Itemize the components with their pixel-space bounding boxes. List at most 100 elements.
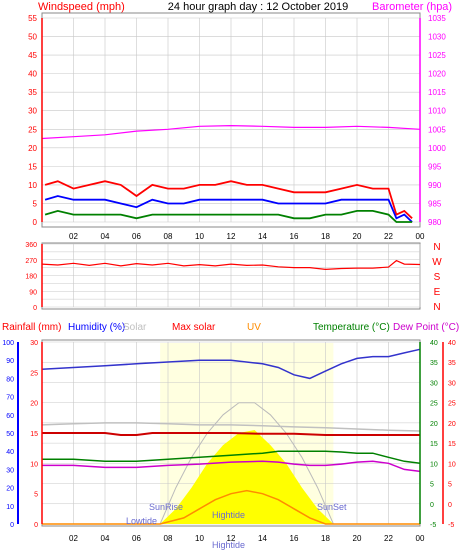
series-line-direction-0 — [41, 259, 421, 271]
y-tick-label-temp: 15 — [430, 441, 438, 448]
annotation-sunrise: SunRise — [149, 502, 183, 512]
y-tick-label-temp: 25 — [430, 401, 438, 408]
series-line-wind-0 — [44, 180, 413, 219]
compass-label: N — [433, 242, 440, 253]
y-tick-label-baro: 990 — [428, 181, 442, 190]
x-tick-label: 00 — [416, 534, 425, 543]
y-tick-label-baro: 1035 — [428, 14, 446, 23]
y-tick-label-baro: 985 — [428, 199, 442, 208]
series-line-climate-1 — [41, 422, 421, 432]
y-tick-label-temp: 30 — [430, 380, 438, 387]
y-tick-label-wind: 40 — [28, 70, 37, 79]
y-tick-label-wind: 0 — [33, 218, 38, 227]
y-tick-label-temp: 10 — [430, 461, 438, 468]
y-tick-label-humidity: 100 — [2, 340, 14, 347]
y-tick-label-baro: 1005 — [428, 125, 446, 134]
y-tick-label-temp: 5 — [430, 482, 434, 489]
label-humidity: Humidity (%) — [68, 322, 125, 333]
y-tick-label-wind: 50 — [28, 33, 37, 42]
compass-label: E — [434, 287, 441, 298]
y-tick-label-temp: 40 — [430, 340, 438, 347]
y-tick-label-dew: 25 — [448, 401, 456, 408]
x-tick-label: 10 — [195, 534, 204, 543]
x-tick-label: 06 — [132, 232, 141, 241]
annotation-hightide-1: Hightide — [212, 510, 245, 520]
series-line-wind-3 — [41, 124, 421, 140]
y-tick-label-temp: 35 — [430, 360, 438, 367]
x-tick-label: 02 — [69, 232, 78, 241]
x-tick-label: 08 — [164, 534, 173, 543]
x-tick-label: 08 — [164, 232, 173, 241]
y-tick-label-dew: 40 — [448, 340, 456, 347]
y-tick-label-humidity: 60 — [6, 413, 14, 420]
y-tick-label-rain: 30 — [30, 340, 38, 347]
y-tick-label-baro: 1020 — [428, 70, 446, 79]
x-tick-label: 10 — [195, 232, 204, 241]
y-tick-label-rain: 0 — [34, 522, 38, 529]
label-maxsolar: Max solar — [172, 322, 216, 333]
x-tick-label: 14 — [258, 232, 267, 241]
y-tick-label-wind: 25 — [28, 125, 37, 134]
y-tick-label-humidity: 20 — [6, 486, 14, 493]
x-tick-label: 16 — [290, 534, 299, 543]
y-tick-label-dew: 10 — [448, 461, 456, 468]
y-tick-label-dew: 35 — [448, 360, 456, 367]
x-tick-label: 04 — [101, 232, 110, 241]
y-tick-label-dir: 270 — [25, 258, 37, 265]
label-temperature: Temperature (°C) — [313, 322, 390, 333]
y-tick-label-dew: 20 — [448, 421, 456, 428]
series-line-climate-2 — [42, 432, 420, 436]
series-line-wind-1 — [44, 195, 413, 223]
x-tick-label: 14 — [258, 534, 267, 543]
y-tick-label-wind: 35 — [28, 88, 37, 97]
annotation-sunset: SunSet — [317, 502, 347, 512]
x-tick-label: 12 — [227, 534, 236, 543]
y-tick-label-dir: 360 — [25, 242, 37, 249]
x-tick-label: 06 — [132, 534, 141, 543]
y-tick-label-wind: 20 — [28, 144, 37, 153]
maxsolar-arc — [159, 402, 334, 525]
solar-area — [160, 430, 334, 524]
y-tick-label-wind: 10 — [28, 181, 37, 190]
annotation-lowtide: Lowtide — [126, 516, 157, 526]
header-center-label: 24 hour graph day : 12 October 2019 — [168, 1, 348, 13]
y-tick-label-humidity: 80 — [6, 376, 14, 383]
y-tick-label-dew: 30 — [448, 380, 456, 387]
header-left-label: Windspeed (mph) — [38, 1, 125, 13]
y-tick-label-wind: 5 — [33, 199, 38, 208]
y-tick-label-dew: 0 — [448, 502, 452, 509]
series-line-climate-5 — [42, 489, 420, 525]
header-right-label: Barometer (hpa) — [372, 1, 452, 13]
series-line-climate-3 — [42, 450, 421, 465]
series-line-climate-0 — [41, 348, 421, 380]
x-tick-label: 04 — [101, 534, 110, 543]
y-tick-label-dew: -5 — [448, 522, 454, 529]
y-tick-label-dew: 5 — [448, 482, 452, 489]
y-tick-label-humidity: 10 — [6, 504, 14, 511]
y-tick-label-humidity: 0 — [10, 522, 14, 529]
y-tick-label-wind: 55 — [28, 14, 37, 23]
y-tick-label-humidity: 70 — [6, 395, 14, 402]
y-tick-label-rain: 25 — [30, 370, 38, 377]
y-tick-label-wind: 15 — [28, 162, 37, 171]
y-tick-label-wind: 30 — [28, 107, 37, 116]
y-tick-label-rain: 15 — [30, 431, 38, 438]
compass-label: N — [433, 302, 440, 313]
annotation-hightide-2: Hightide — [212, 540, 245, 550]
y-tick-label-temp: 0 — [430, 502, 434, 509]
label-rainfall: Rainfall (mm) — [2, 322, 61, 333]
axes: 0510152025303540455055980985990995100010… — [2, 14, 456, 543]
y-tick-label-humidity: 30 — [6, 467, 14, 474]
y-tick-label-dir: 0 — [33, 305, 37, 312]
label-uv: UV — [247, 322, 261, 333]
y-tick-label-rain: 20 — [30, 401, 38, 408]
x-tick-label: 18 — [321, 232, 330, 241]
y-tick-label-temp: 20 — [430, 421, 438, 428]
x-tick-label: 22 — [384, 534, 393, 543]
label-solar: Solar — [123, 322, 147, 333]
y-tick-label-temp: -5 — [430, 522, 436, 529]
y-tick-label-rain: 10 — [30, 461, 38, 468]
y-tick-label-baro: 1025 — [428, 51, 446, 60]
x-tick-label: 20 — [353, 534, 362, 543]
